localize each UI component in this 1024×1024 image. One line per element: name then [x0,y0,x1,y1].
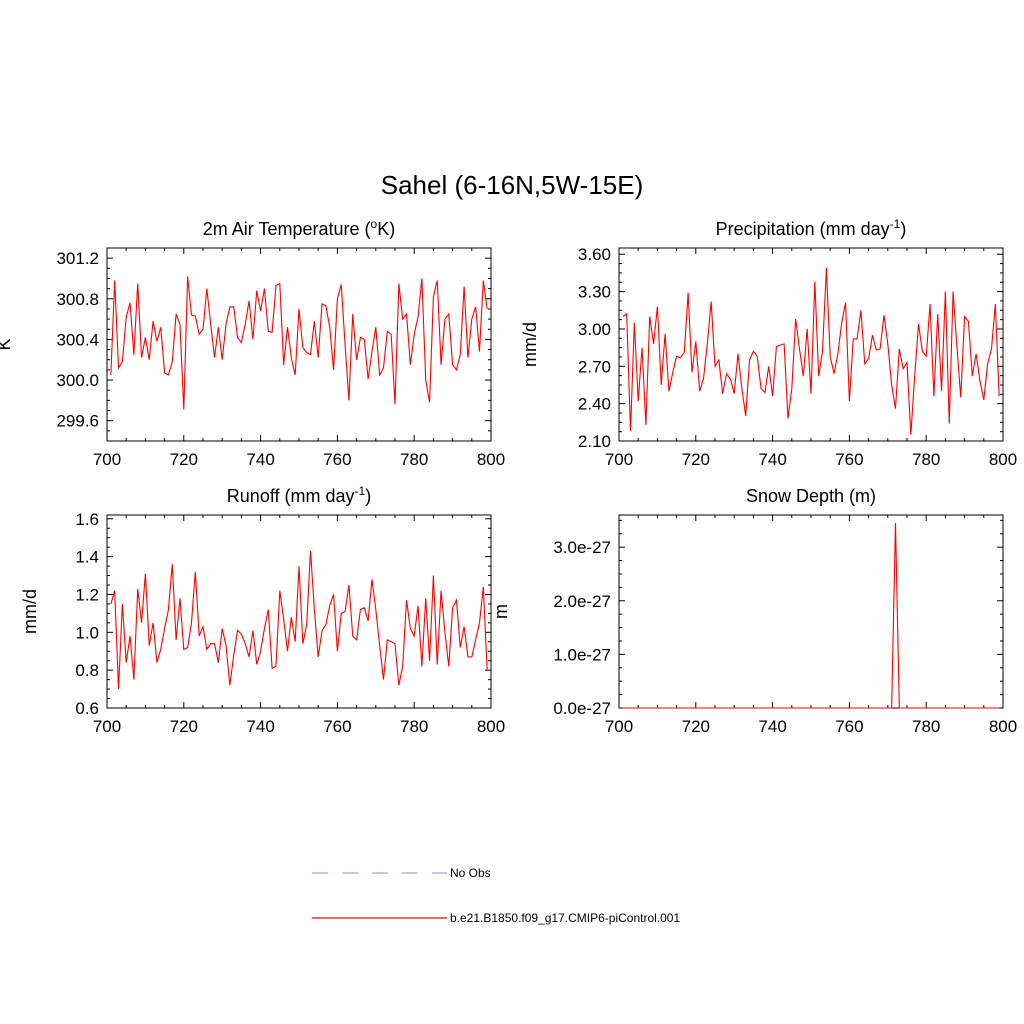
panel-title: Runoff (mm day-1) [227,484,371,506]
x-tick-label: 740 [246,717,274,736]
y-tick-label: 2.0e-27 [553,592,611,611]
x-tick-label: 800 [477,717,505,736]
y-tick-label: 2.40 [578,395,611,414]
panel-title-main: Runoff (mm day [227,486,355,506]
x-tick-label: 720 [682,450,710,469]
y-tick-label: 2.70 [578,357,611,376]
x-tick-label: 720 [170,717,198,736]
panel-title-main: 2m Air Temperature ( [203,219,371,239]
series-line [622,267,1000,435]
panel-title-superscript: o [371,217,378,231]
panel-title: 2m Air Temperature (oK) [203,217,395,239]
y-tick-label: 300.8 [56,290,99,309]
x-tick-label: 740 [246,450,274,469]
y-tick-label: 299.6 [56,412,99,431]
panel-title: Snow Depth (m) [746,486,876,506]
x-tick-label: 760 [323,450,351,469]
x-tick-label: 760 [835,717,863,736]
x-tick-label: 700 [93,450,121,469]
y-tick-label: 3.00 [578,320,611,339]
plot-frame [106,514,492,709]
y-tick-label: 0.0e-27 [553,699,611,718]
chart-panel-4: Snow Depth (m) 700 720 740 760 780 800 0.0e-27 1… [491,486,1017,736]
panel-title-superscript: -1 [355,484,366,498]
legend-label: b.e21.B1850.f09_g17.CMIP6-piControl.001 [450,911,680,925]
panel-title-tail: K) [377,219,395,239]
panel-title-superscript: -1 [890,217,901,231]
x-tick-label: 780 [400,450,428,469]
x-tick-label: 800 [989,450,1017,469]
y-tick-label: 1.0e-27 [553,645,611,664]
panels: 2m Air Temperature (oK)700 720 740 760 780 80… [0,217,1017,736]
x-tick-label: 800 [989,717,1017,736]
y-axis-label: m [491,604,511,619]
x-tick-label: 720 [170,450,198,469]
panel-title-tail: ) [365,486,371,506]
y-tick-label: 1.4 [75,548,99,567]
y-axis-label: mm/d [20,589,40,634]
legend-label: No Obs [450,866,491,880]
plot-frame [618,514,1004,709]
x-tick-label: 800 [477,450,505,469]
y-tick-label: 1.6 [75,510,99,529]
panel-title-main: Precipitation (mm day [716,219,890,239]
y-tick-label: 0.6 [75,699,99,718]
plot-frame [106,247,492,442]
x-tick-label: 700 [605,450,633,469]
y-tick-label: 300.4 [56,330,99,349]
x-tick-label: 780 [912,717,940,736]
y-tick-label: 0.8 [75,661,99,680]
x-tick-label: 740 [758,450,786,469]
chart-panel-3: Runoff (mm day-1) 700 720 740 760 780 800 0.6 0.… [20,484,505,736]
y-tick-label: 1.2 [75,585,99,604]
x-tick-label: 700 [93,717,121,736]
series-line [110,550,488,690]
y-tick-label: 3.30 [578,283,611,302]
y-tick-label: 3.0e-27 [553,538,611,557]
panel-title-main: Snow Depth (m) [746,486,876,506]
series-line [110,276,488,410]
legend-entry: b.e21.B1850.f09_g17.CMIP6-piControl.001 [312,911,680,925]
plot-frame [618,247,1004,442]
x-tick-label: 760 [323,717,351,736]
x-tick-label: 780 [400,717,428,736]
x-tick-label: 740 [758,717,786,736]
y-axis-label: K [0,338,14,350]
panel-title: Precipitation (mm day-1) [716,217,907,239]
series-line [622,523,1000,709]
y-tick-label: 3.60 [578,245,611,264]
y-tick-label: 301.2 [56,249,99,268]
legend: No Obs b.e21.B1850.f09_g17.CMIP6-piContro… [312,866,680,925]
legend-entry: No Obs [312,866,491,880]
panel-title-tail: ) [900,219,906,239]
x-tick-label: 760 [835,450,863,469]
y-axis-label: mm/d [520,322,540,367]
y-tick-label: 2.10 [578,432,611,451]
x-tick-label: 720 [682,717,710,736]
y-tick-label: 1.0 [75,623,99,642]
y-tick-label: 300.0 [56,371,99,390]
x-tick-label: 700 [605,717,633,736]
chart-panel-1: 2m Air Temperature (oK) 700 720 740 760 780 80… [0,217,505,469]
figure-title: Sahel (6-16N,5W-15E) [381,170,644,200]
x-tick-label: 780 [912,450,940,469]
chart-panel-2: Precipitation (mm day-1) 700 720 740 760 780 8… [520,217,1017,469]
